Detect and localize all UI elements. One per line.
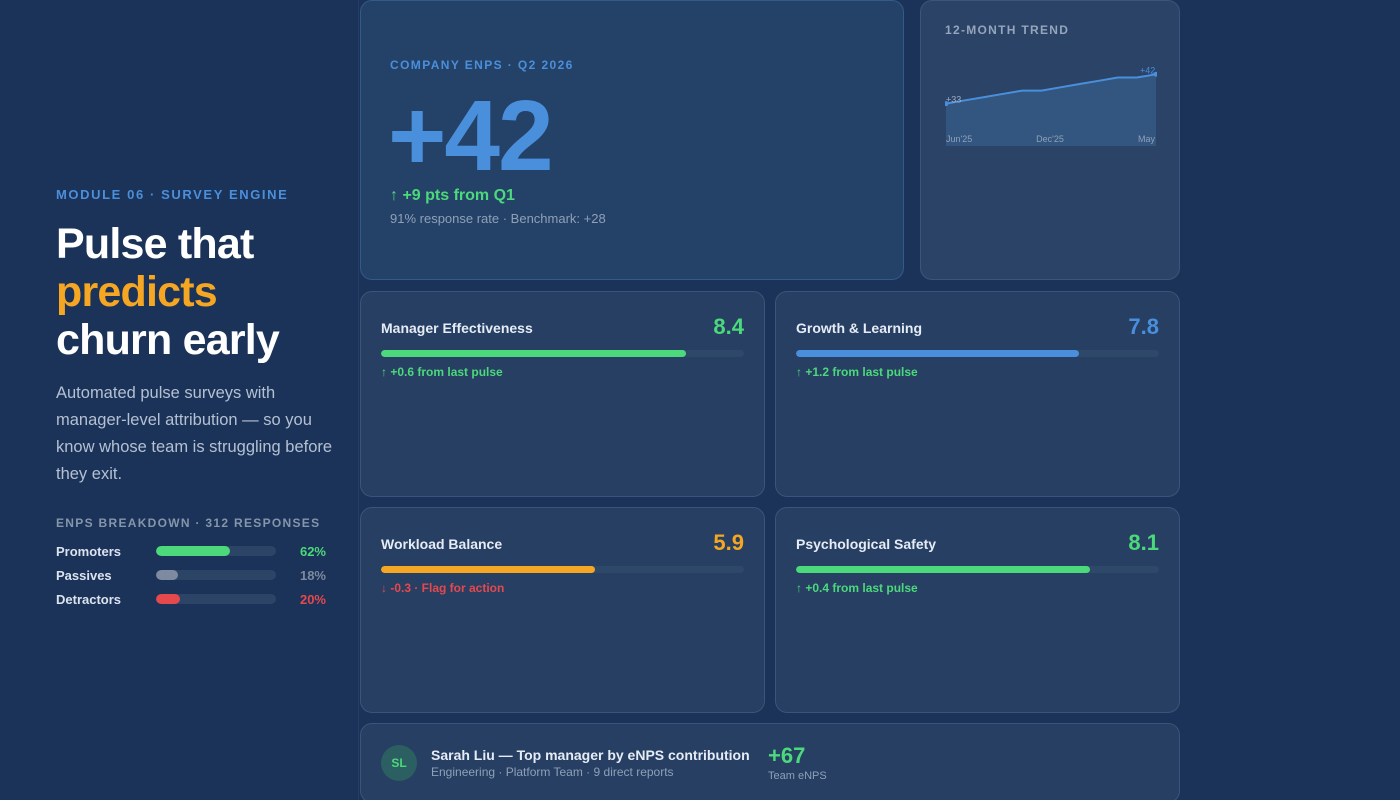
enps-score: +42 xyxy=(388,80,554,192)
breakdown-label: Passives xyxy=(56,567,112,583)
headline-accent: predicts xyxy=(56,268,218,316)
trend-point xyxy=(1153,71,1157,77)
breakdown-value: 62% xyxy=(299,543,326,559)
metric-delta: ↑ +0.6 from last pulse xyxy=(381,365,503,379)
enps-hero-card: COMPANY ENPS · Q2 2026 +42 ↑ +9 pts from… xyxy=(360,0,904,280)
module-eyebrow: MODULE 06 · SURVEY ENGINE xyxy=(56,187,289,202)
trend-card: 12-MONTH TREND +33 +42 Jun'25 Dec'25 May xyxy=(920,0,1180,280)
metric-bar-fill xyxy=(796,566,1091,573)
dashboard-frame xyxy=(358,0,1190,800)
hero-eyebrow: COMPANY ENPS · Q2 2026 xyxy=(390,58,574,72)
metric-delta: ↑ +1.2 from last pulse xyxy=(796,365,918,379)
psychological-safety-card[interactable]: Psychological Safety 8.1 ↑ +0.4 from last … xyxy=(775,507,1180,713)
metric-delta: ↑ +0.4 from last pulse xyxy=(796,581,918,595)
trend-chart: +33 +42 Jun'25 Dec'25 May xyxy=(945,65,1157,146)
lede-text: Automated pulse surveys with manager-lev… xyxy=(56,384,333,483)
breakdown-bar-track xyxy=(156,570,276,580)
breakdown-value: 20% xyxy=(299,591,326,607)
metric-bar-track xyxy=(796,566,1159,573)
breakdown-value: 18% xyxy=(299,567,326,583)
workload-balance-card[interactable]: Workload Balance 5.9 ↓ -0.3 · Flag for act… xyxy=(360,507,765,713)
metric-name: Growth & Learning xyxy=(796,320,922,336)
metric-score: 7.8 xyxy=(1128,314,1159,339)
headline: Pulse that predicts churn early xyxy=(56,220,356,364)
enps-meta: 91% response rate · Benchmark: +28 xyxy=(390,211,606,226)
growth-learning-card[interactable]: Growth & Learning 7.8 ↑ +1.2 from last pul… xyxy=(775,291,1180,497)
trend-tick-label: Jun'25 xyxy=(946,134,972,144)
trend-line xyxy=(945,73,1157,105)
metric-bar-track xyxy=(381,350,744,357)
trend-end-label: +42 xyxy=(1140,65,1155,75)
trend-point xyxy=(945,101,949,107)
metric-score: 8.1 xyxy=(1128,530,1159,555)
breakdown-label: Promoters xyxy=(56,543,122,559)
team-enps-score: +67 xyxy=(768,743,806,768)
metric-bar-fill xyxy=(796,350,1080,357)
avatar: SL xyxy=(381,745,417,781)
breakdown-bar-fill xyxy=(156,570,178,580)
breakdown-title: ENPS BREAKDOWN · 312 RESPONSES xyxy=(56,516,321,530)
metric-name: Workload Balance xyxy=(381,536,503,552)
breakdown-bar-track xyxy=(156,546,276,556)
trend-area xyxy=(946,74,1156,146)
headline-line-3: churn early xyxy=(56,316,280,364)
trend-start-label: +33 xyxy=(946,95,961,105)
team-enps-label: Team eNPS xyxy=(768,770,827,782)
manager-name: Sarah Liu — Top manager by eNPS contribu… xyxy=(431,747,750,763)
metric-bar-fill xyxy=(381,566,596,573)
metric-delta: ↓ -0.3 · Flag for action xyxy=(381,581,505,595)
trend-tick-label: May xyxy=(1138,134,1156,144)
metric-name: Psychological Safety xyxy=(796,536,937,552)
breakdown-row: Promoters 62% xyxy=(56,543,326,559)
metric-bar-track xyxy=(381,566,744,573)
manager-effectiveness-card[interactable]: Manager Effectiveness 8.4 ↑ +0.6 from last… xyxy=(360,291,765,497)
trend-tick-label: Dec'25 xyxy=(1036,134,1064,144)
breakdown-bar-track xyxy=(156,594,276,604)
metric-bar-track xyxy=(796,350,1159,357)
metric-score: 5.9 xyxy=(713,530,744,555)
breakdown-bar-fill xyxy=(156,546,231,556)
trend-title: 12-MONTH TREND xyxy=(945,23,1070,37)
metric-bar-fill xyxy=(381,350,686,357)
metric-score: 8.4 xyxy=(713,314,744,339)
metric-name: Manager Effectiveness xyxy=(381,320,533,336)
breakdown-bar-fill xyxy=(156,594,180,604)
breakdown-label: Detractors xyxy=(56,591,122,607)
manager-spotlight-card[interactable]: SL Sarah Liu — Top manager by eNPS contr… xyxy=(360,723,1180,800)
manager-meta: Engineering · Platform Team · 9 direct r… xyxy=(431,765,674,779)
headline-line-1: Pulse that xyxy=(56,220,254,268)
breakdown-row: Detractors 20% xyxy=(56,591,326,607)
breakdown-row: Passives 18% xyxy=(56,567,326,583)
enps-change: ↑ +9 pts from Q1 xyxy=(390,187,515,204)
